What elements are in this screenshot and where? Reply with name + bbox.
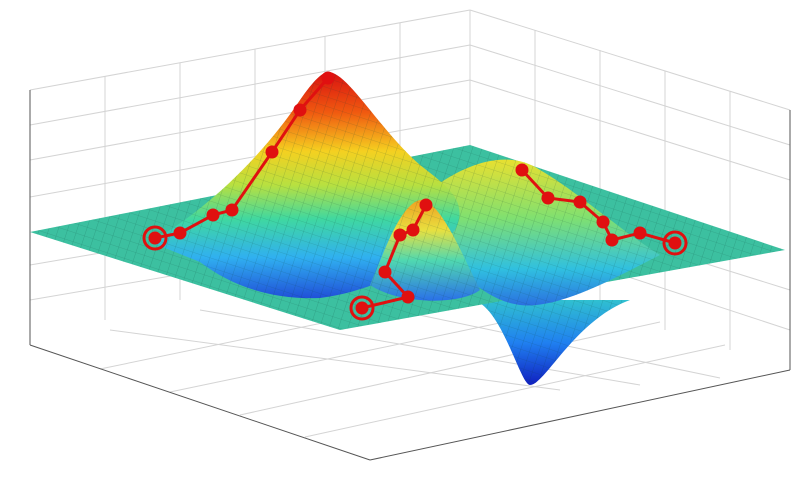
descent-paths — [142, 71, 688, 321]
surface — [30, 71, 785, 385]
axis-box — [29, 90, 791, 461]
